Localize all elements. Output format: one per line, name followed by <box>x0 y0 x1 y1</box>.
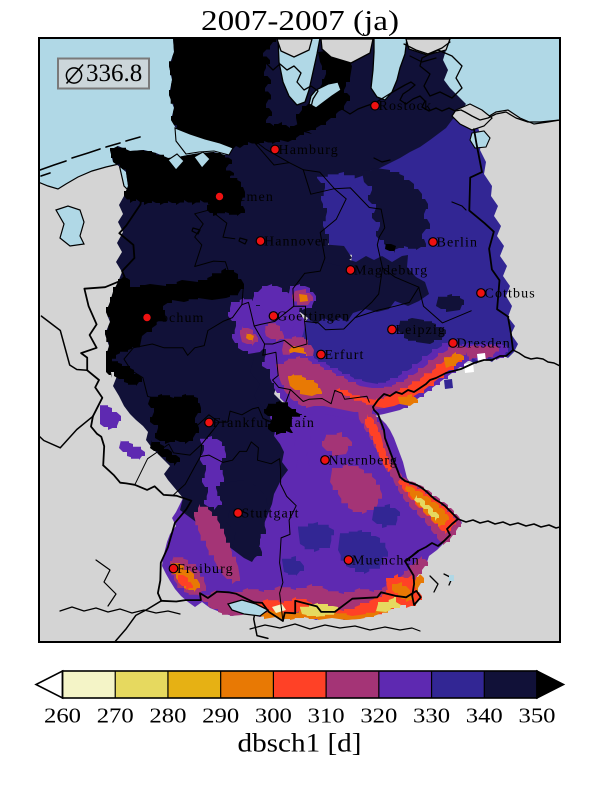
svg-text:Erfurt: Erfurt <box>325 348 365 363</box>
svg-text:Frankfurt-Main: Frankfurt-Main <box>213 416 316 431</box>
svg-text:Stuttgart: Stuttgart <box>242 507 300 522</box>
svg-text:Berlin: Berlin <box>437 236 479 251</box>
svg-text:2007-2007 (ja): 2007-2007 (ja) <box>201 5 399 37</box>
svg-text:Dresden: Dresden <box>457 337 511 352</box>
svg-text:330: 330 <box>413 704 450 728</box>
svg-text:Magdeburg: Magdeburg <box>354 264 428 279</box>
svg-text:300: 300 <box>255 704 292 728</box>
svg-text:280: 280 <box>149 704 186 728</box>
svg-text:Nuernberg: Nuernberg <box>329 454 399 469</box>
svg-text:Hannover: Hannover <box>264 235 328 250</box>
svg-text:Muenchen: Muenchen <box>352 554 420 569</box>
svg-text:dbsch1 [d]: dbsch1 [d] <box>238 729 362 758</box>
svg-text:Freiburg: Freiburg <box>177 562 234 577</box>
svg-text:290: 290 <box>202 704 239 728</box>
svg-text:Hamburg: Hamburg <box>279 143 339 158</box>
svg-text:Cottbus: Cottbus <box>485 287 536 302</box>
svg-text:Leipzig: Leipzig <box>396 323 446 338</box>
svg-text:336.8: 336.8 <box>86 60 142 87</box>
svg-text:Bochum: Bochum <box>151 311 205 326</box>
svg-text:320: 320 <box>360 704 397 728</box>
svg-text:Bremen: Bremen <box>223 190 274 205</box>
svg-text:340: 340 <box>466 704 503 728</box>
svg-text:310: 310 <box>308 704 345 728</box>
svg-text:Rostock: Rostock <box>379 99 433 114</box>
svg-text:Goettingen: Goettingen <box>277 310 350 325</box>
svg-text:270: 270 <box>97 704 134 728</box>
svg-text:350: 350 <box>519 704 556 728</box>
svg-text:260: 260 <box>44 704 81 728</box>
